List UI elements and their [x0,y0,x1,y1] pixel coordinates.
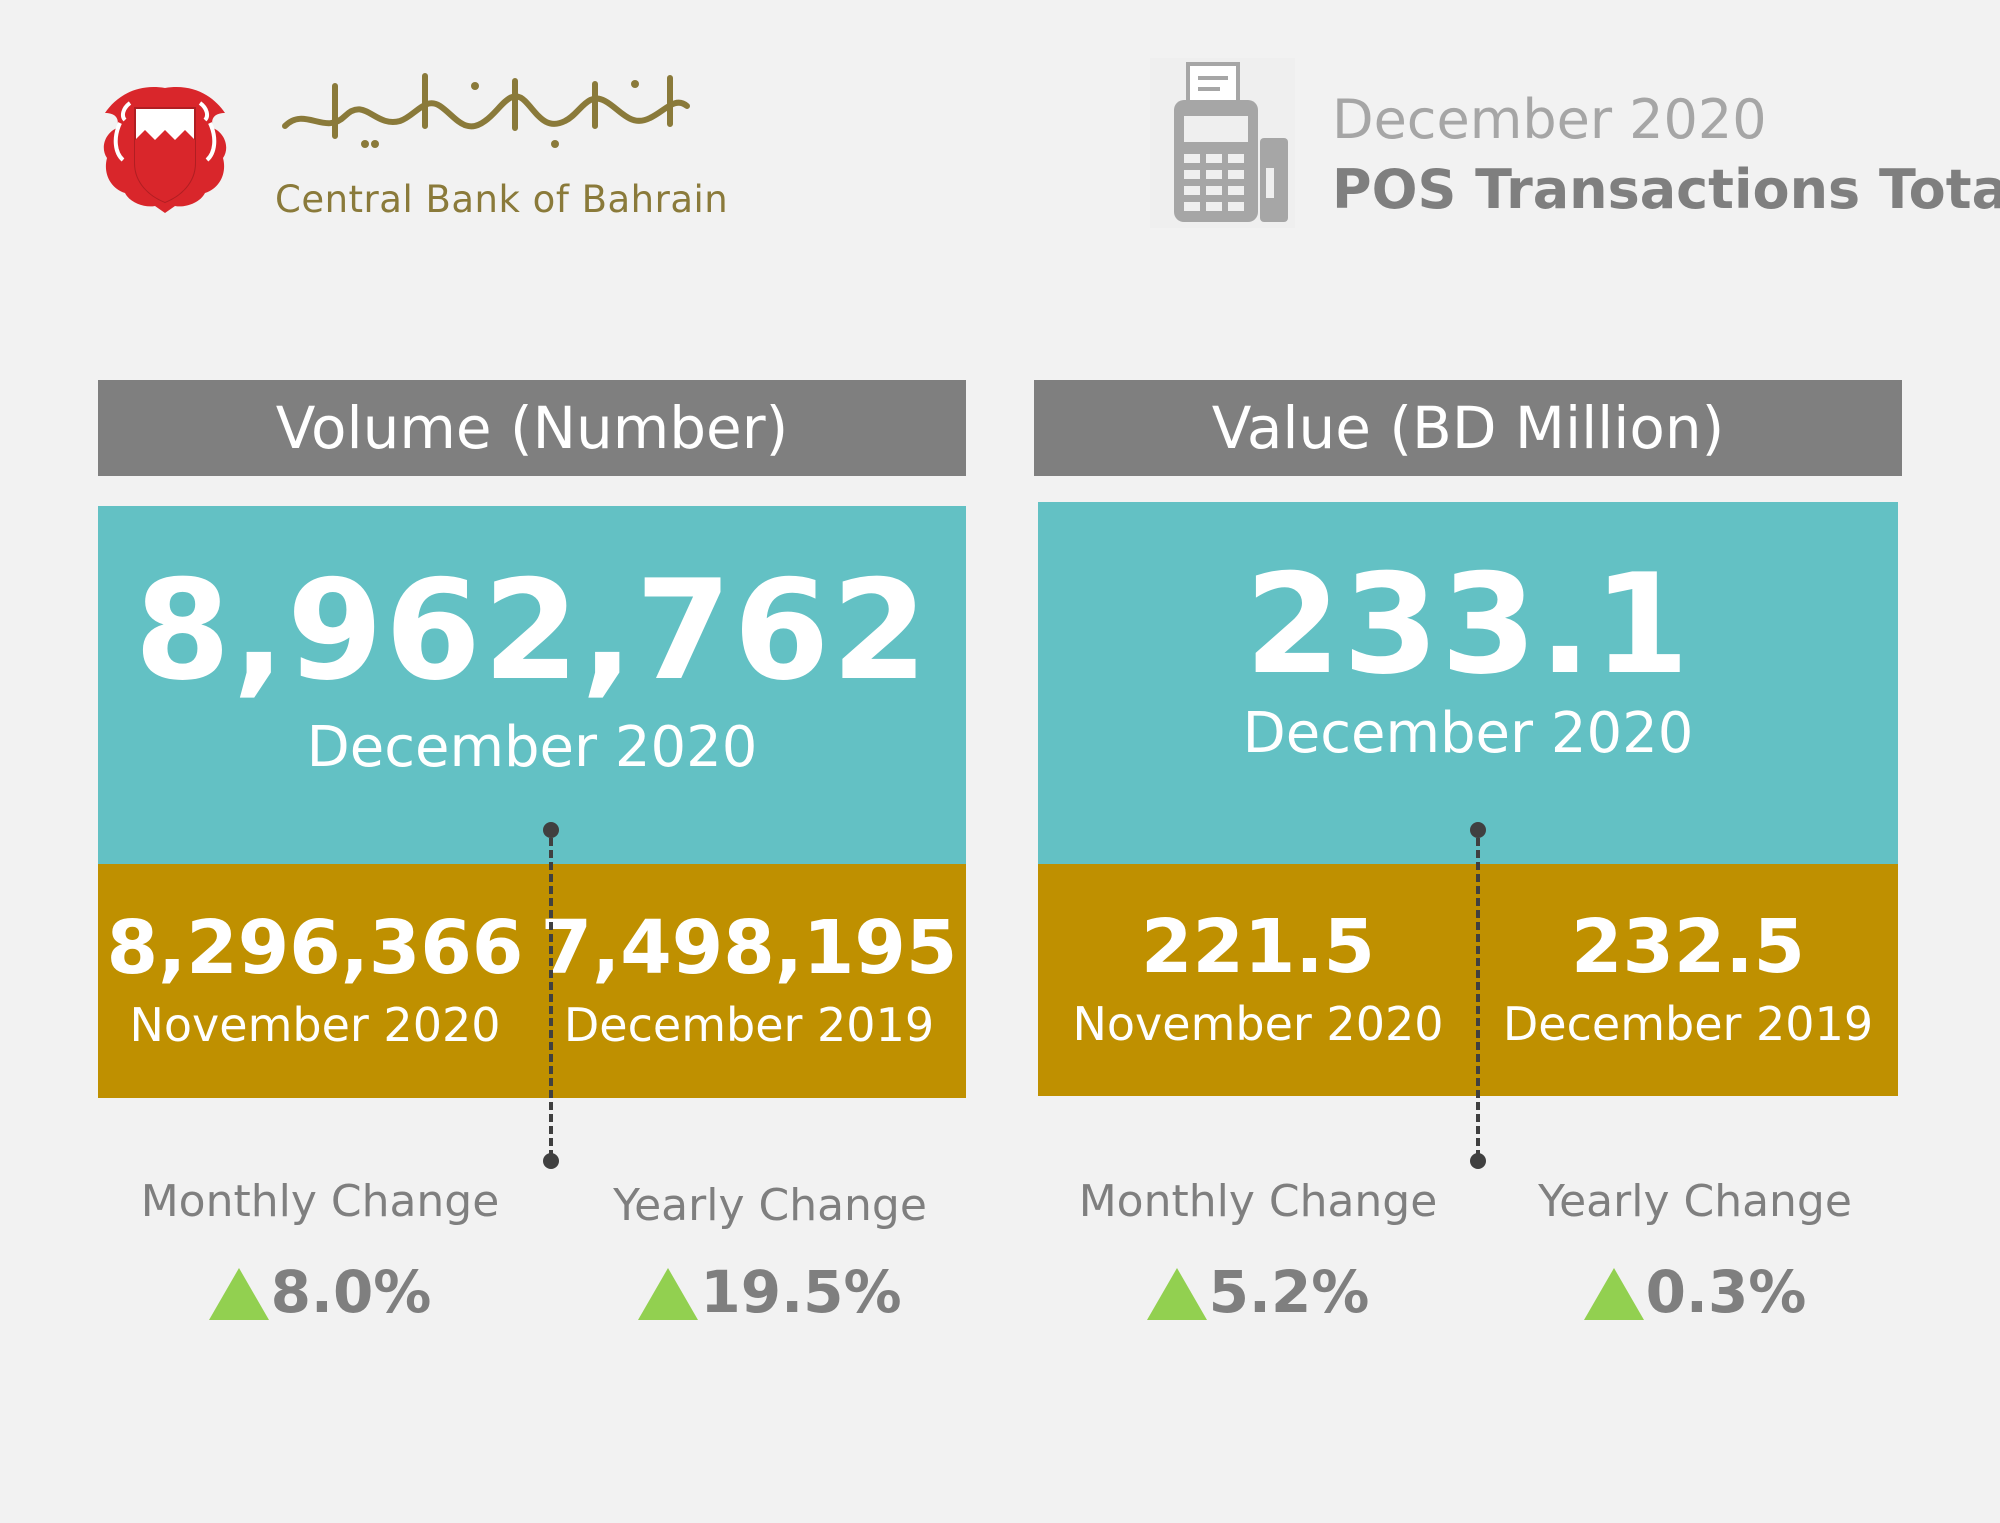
volume-previous-month-label: November 2020 [129,998,501,1053]
value-previous-month-label: November 2020 [1072,997,1444,1052]
divider-dot-bottom [1470,1153,1486,1169]
report-title: POS Transactions Total [1332,158,2000,221]
value-comparison-box: 221.5 November 2020 232.5 December 2019 [1038,864,1898,1096]
pos-terminal-icon [1150,58,1295,228]
volume-previous-year-label: December 2019 [563,998,935,1053]
value-monthly-change-label: Monthly Change [1078,1176,1438,1227]
logo-english-text: Central Bank of Bahrain [275,178,729,221]
value-monthly-change-value: 5.2% [1208,1258,1370,1326]
volume-yearly-change: 19.5% [580,1258,960,1326]
volume-yearly-change-label: Yearly Change [613,1180,927,1231]
up-arrow-icon [638,1268,699,1320]
volume-panel-heading: Volume (Number) [98,380,966,476]
value-yearly-change-value: 0.3% [1645,1258,1807,1326]
volume-current-box: 8,962,762 December 2020 [98,506,966,864]
up-arrow-icon [1146,1268,1207,1320]
volume-divider-line [549,838,553,1158]
volume-previous-year: 7,498,195 December 2019 [532,864,966,1098]
volume-monthly-change-label: Monthly Change [140,1176,500,1227]
divider-dot-top [543,822,559,838]
cbb-emblem-logo [95,78,235,218]
value-current-value: 233.1 [1244,544,1692,705]
value-divider-line [1476,838,1480,1158]
value-previous-year-label: December 2019 [1502,997,1874,1052]
value-yearly-change: 0.3% [1505,1258,1885,1326]
up-arrow-icon [208,1268,269,1320]
volume-previous-year-value: 7,498,195 [540,905,958,992]
volume-monthly-change: 8.0% [130,1258,510,1326]
logo-arabic-text [275,66,695,156]
volume-current-value: 8,962,762 [134,550,930,711]
divider-dot-top [1470,822,1486,838]
volume-previous-month-value: 8,296,366 [106,905,524,992]
divider-dot-bottom [543,1153,559,1169]
value-current-label: December 2020 [1242,701,1694,766]
value-yearly-change-label: Yearly Change [1538,1176,1852,1227]
up-arrow-icon [1583,1268,1644,1320]
volume-monthly-change-value: 8.0% [270,1258,432,1326]
value-previous-year: 232.5 December 2019 [1478,864,1898,1096]
report-date: December 2020 [1332,88,1767,151]
value-panel-heading: Value (BD Million) [1034,380,1902,476]
volume-previous-month: 8,296,366 November 2020 [98,864,532,1098]
value-previous-month: 221.5 November 2020 [1038,864,1478,1096]
volume-current-label: December 2020 [306,715,758,780]
value-monthly-change: 5.2% [1068,1258,1448,1326]
volume-yearly-change-value: 19.5% [700,1258,902,1326]
volume-comparison-box: 8,296,366 November 2020 7,498,195 Decemb… [98,864,966,1098]
value-current-box: 233.1 December 2020 [1038,502,1898,864]
value-previous-year-value: 232.5 [1570,904,1806,991]
value-previous-month-value: 221.5 [1140,904,1376,991]
